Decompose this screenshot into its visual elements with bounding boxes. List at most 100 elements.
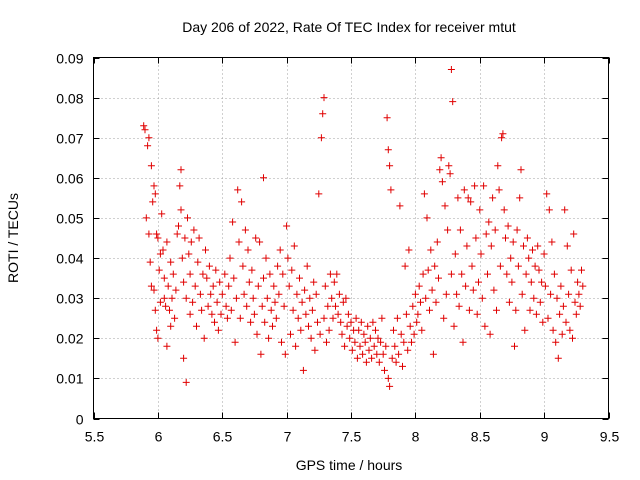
data-point <box>458 270 466 278</box>
data-point <box>167 322 175 330</box>
data-point <box>150 286 158 294</box>
data-point <box>435 274 442 282</box>
data-point <box>352 314 360 322</box>
data-point <box>320 94 328 102</box>
data-point <box>431 262 439 270</box>
data-point <box>471 182 479 190</box>
data-point <box>338 330 346 338</box>
data-point <box>323 338 330 346</box>
data-point <box>447 270 455 278</box>
data-point <box>333 270 341 278</box>
data-point <box>368 354 376 362</box>
axes: 0 0.01 0.02 0.03 0.04 0.05 0.06 0.07 0.08 0.09 5.5… <box>56 51 619 445</box>
y-tick-label: 0.08 <box>56 91 83 107</box>
data-point <box>211 318 218 326</box>
data-point <box>151 190 159 198</box>
data-point <box>199 270 207 278</box>
data-point <box>356 342 364 350</box>
data-point <box>208 310 216 318</box>
data-point <box>541 282 549 290</box>
data-point <box>520 242 527 250</box>
data-point <box>576 302 584 310</box>
data-point <box>532 310 540 318</box>
data-point <box>490 286 498 294</box>
data-point <box>432 298 440 306</box>
data-point <box>223 314 231 322</box>
data-point <box>454 194 462 202</box>
data-point <box>169 270 177 278</box>
data-point <box>508 278 516 286</box>
data-point <box>292 342 300 350</box>
data-point <box>335 290 343 298</box>
data-point <box>433 238 441 246</box>
data-point <box>427 246 435 254</box>
data-point <box>485 218 493 226</box>
data-point <box>263 294 271 302</box>
data-point <box>423 214 431 222</box>
data-point <box>155 266 163 274</box>
data-point <box>285 282 293 290</box>
data-point <box>321 282 329 290</box>
data-point <box>408 338 415 346</box>
x-tick-label: 6 <box>155 429 163 445</box>
data-point <box>381 366 388 374</box>
data-point <box>355 326 363 334</box>
data-point <box>534 242 542 250</box>
y-tick-label: 0.02 <box>56 331 83 347</box>
data-point <box>271 298 279 306</box>
data-point <box>185 250 193 258</box>
data-point <box>505 298 513 306</box>
data-point <box>468 262 476 270</box>
data-points <box>140 66 587 390</box>
data-point <box>147 282 155 290</box>
data-point <box>523 234 531 242</box>
data-point <box>437 154 445 162</box>
data-point <box>578 266 585 274</box>
data-point <box>450 322 458 330</box>
data-point <box>565 290 573 298</box>
data-point <box>207 290 215 298</box>
data-point <box>346 334 354 342</box>
data-point <box>484 270 491 278</box>
data-point <box>266 270 274 278</box>
data-point <box>284 254 292 262</box>
data-point <box>312 290 320 298</box>
data-point <box>315 190 323 198</box>
data-point <box>418 326 426 334</box>
data-point <box>529 246 536 254</box>
data-point <box>261 318 269 326</box>
data-point <box>487 242 495 250</box>
data-point <box>486 330 494 338</box>
data-point <box>213 298 221 306</box>
data-point <box>269 322 276 330</box>
x-tick-label: 9 <box>541 429 549 445</box>
data-point <box>460 186 468 194</box>
data-point <box>566 326 574 334</box>
data-point <box>379 350 387 358</box>
data-point <box>296 274 303 282</box>
data-point <box>477 250 485 258</box>
x-tick-label: 8 <box>412 429 420 445</box>
data-point <box>382 342 390 350</box>
data-point <box>175 222 182 230</box>
data-point <box>320 314 328 322</box>
data-point <box>473 310 481 318</box>
x-tick-label: 8.5 <box>471 429 491 445</box>
data-point <box>339 298 347 306</box>
data-point <box>462 282 470 290</box>
data-point <box>414 310 422 318</box>
data-point <box>426 306 433 314</box>
data-point <box>563 242 571 250</box>
data-point <box>438 178 446 186</box>
data-point <box>249 294 257 302</box>
data-point <box>383 114 391 122</box>
data-point <box>521 326 529 334</box>
y-tick-label: 0.05 <box>56 211 83 227</box>
data-point <box>579 282 587 290</box>
data-point <box>509 238 517 246</box>
data-point <box>489 194 497 202</box>
data-point <box>314 318 321 326</box>
data-point <box>405 246 413 254</box>
data-point <box>195 234 203 242</box>
data-point <box>429 350 437 358</box>
